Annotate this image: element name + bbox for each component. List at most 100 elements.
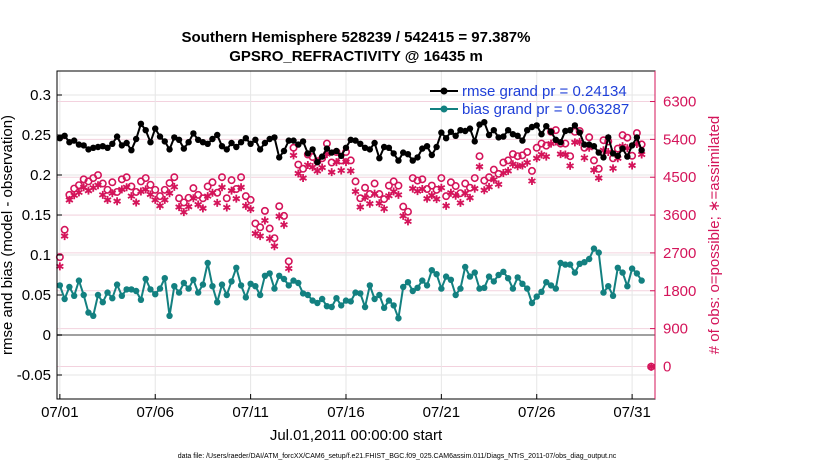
bias-point [547,282,555,289]
rmse-point [619,145,626,152]
possible-point [461,179,470,188]
assimilated-point [337,166,346,175]
rmse-point [290,137,297,144]
possible-point [241,192,250,201]
rmse-point [333,147,340,155]
assimilated-point [528,177,536,186]
assimilated-point [394,190,403,199]
rmse-point [271,134,278,141]
y-tick-label-right: 5400 [663,131,696,148]
rmse-point [605,134,612,141]
assimilated-point [237,183,245,192]
possible-point [165,179,174,188]
bias-point [185,285,192,292]
y-tick-label-right: 900 [663,321,688,338]
assimilated-point [151,195,160,204]
rmse-point [633,134,641,141]
bias-point [376,291,383,299]
rmse-point [61,132,68,139]
bias-point [271,285,278,292]
bias-point [90,312,97,319]
assimilated-point [489,175,498,184]
possible-point [470,174,479,183]
rmse-point [342,144,350,151]
rmse-point [113,133,121,140]
possible-point [299,164,308,173]
bias-point [318,295,326,303]
assimilated-point [299,174,307,183]
bias-point [328,303,335,311]
rmse-point [428,151,436,159]
y-tick-label-right: 1800 [663,283,696,300]
y-axis-right-label: # of obs: o=possible; ∗=assimilated [706,116,723,355]
assimilated-point [442,201,451,210]
bias-point [75,277,83,284]
bias-point [614,264,622,271]
bias-point [118,292,126,299]
bias-point [113,281,121,288]
bias-point [400,283,407,291]
bias-point [514,274,521,281]
rmse-point [104,144,111,151]
rmse-point [433,143,440,151]
assimilated-point [156,201,164,210]
assimilated-point [113,197,121,206]
rmse-point [132,135,140,143]
rmse-point [228,139,235,147]
bias-point [585,255,593,263]
bias-point [242,294,250,301]
y-axis-right: 6300 5400 4500 3600 2700 1800 900 0 [650,94,696,375]
possible-point [527,166,536,175]
x-tick-label: 07/31 [613,404,651,421]
possible-point [437,174,446,183]
possible-point [361,183,370,192]
assimilated-point [132,198,141,207]
y-tick-label-left: 0.25 [22,127,51,144]
rmse-point [438,129,445,136]
y-tick-label-left: 0.15 [22,207,51,224]
bias-point [581,259,588,266]
rmse-point [419,145,426,152]
bias-point [562,261,569,268]
possible-point [60,225,69,234]
bias-point [495,271,502,279]
assimilated-point [494,180,503,189]
rmse-point [180,145,188,152]
bias-point [390,302,397,309]
bias-point [94,291,102,299]
assimilated-point [218,183,226,192]
rmse-point [390,150,397,157]
possible-point [151,185,160,194]
rmse-point [261,139,269,147]
bias-point [442,273,450,280]
possible-point [589,156,598,165]
bias-point [504,275,512,282]
bias-point [194,289,202,296]
bias-point [600,289,607,296]
assimilated-point [332,158,341,167]
rmse-point [557,139,564,146]
bias-point [433,271,440,278]
bias-point [414,284,421,291]
assimilated-point [199,204,207,213]
rmse-point [543,123,550,130]
possible-point [504,156,513,165]
rmse-point [566,127,574,134]
possible-point [108,178,117,187]
rmse-point [547,128,555,135]
rmse-point [571,122,579,129]
x-tick-label: 07/16 [327,404,365,421]
possible-point [446,178,455,187]
rmse-point [490,127,498,134]
bias-point [361,303,369,311]
y-tick-label-right: 2700 [663,245,696,262]
possible-point [623,133,632,142]
rmse-point [385,144,393,151]
y-axis-left-label: rmse and bias (model - observation) [0,115,16,355]
bias-point [485,273,493,280]
rmse-point [538,131,545,138]
rmse-point [409,157,416,164]
y-tick-label-left: -0.05 [17,367,51,384]
rmse-point [156,133,164,140]
rmse-point [357,140,364,147]
